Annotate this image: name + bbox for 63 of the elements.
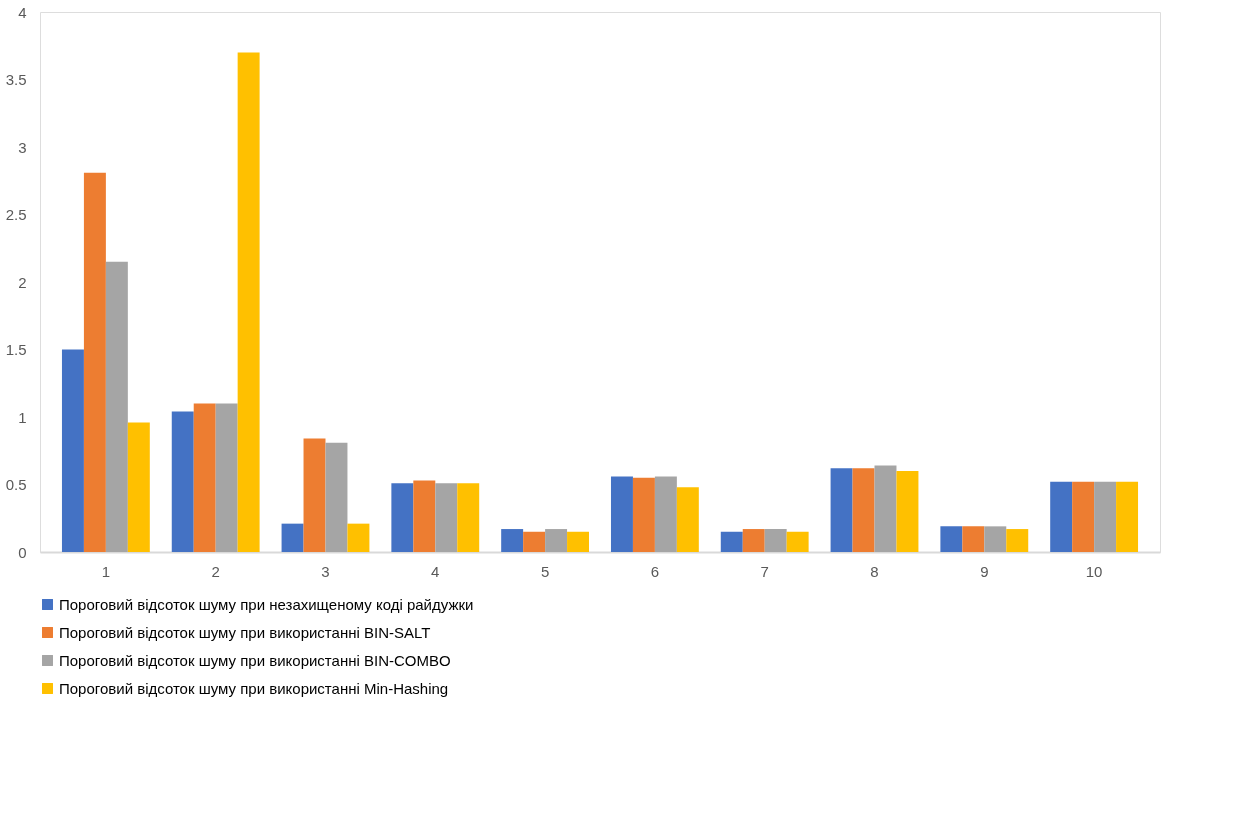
bar xyxy=(501,529,524,552)
bar xyxy=(347,523,370,552)
legend-label: Пороговий відсоток шуму при використанні Min-Hashing xyxy=(59,679,449,697)
bar xyxy=(610,476,633,552)
bar xyxy=(1072,481,1095,552)
bar xyxy=(1006,529,1029,552)
x-tick-label: 4 xyxy=(431,562,440,580)
bar xyxy=(720,531,743,552)
bar xyxy=(391,483,414,552)
y-tick-label: 2 xyxy=(18,273,27,291)
bar xyxy=(127,422,150,552)
bar xyxy=(830,468,853,552)
bar xyxy=(281,523,304,552)
bar xyxy=(764,529,787,552)
bar xyxy=(457,483,480,552)
bar xyxy=(852,468,875,552)
bar xyxy=(413,480,436,552)
y-tick-label: 0 xyxy=(18,543,27,561)
y-tick-label: 3 xyxy=(18,138,27,156)
bar xyxy=(435,483,458,552)
bar xyxy=(523,531,546,552)
bar xyxy=(171,411,194,552)
bar xyxy=(786,531,809,552)
y-tick-label: 4 xyxy=(18,3,27,21)
x-tick-label: 9 xyxy=(980,562,989,580)
legend-label: Пороговий відсоток шуму при незахищеному коді райдужки xyxy=(59,595,474,613)
bar xyxy=(1094,481,1117,552)
bar xyxy=(215,403,238,552)
bar xyxy=(940,526,963,552)
bar xyxy=(61,349,84,552)
bar xyxy=(1050,481,1073,552)
x-tick-label: 10 xyxy=(1085,562,1103,580)
x-tick-label: 6 xyxy=(650,562,660,580)
legend-label: Пороговий відсоток шуму при використанні BIN-COMBO xyxy=(59,651,451,669)
bar xyxy=(105,261,128,552)
bar xyxy=(545,529,568,552)
y-tick-label: 2.5 xyxy=(5,206,27,223)
bar xyxy=(237,52,260,552)
y-tick-label: 1.5 xyxy=(5,341,27,358)
bar xyxy=(303,438,326,552)
bar xyxy=(742,529,765,552)
y-tick-label: 3.5 xyxy=(5,71,27,88)
bar xyxy=(654,476,677,552)
bar xyxy=(632,477,655,552)
x-tick-label: 3 xyxy=(321,562,330,580)
bar xyxy=(874,465,897,552)
bar xyxy=(193,403,216,552)
legend-label: Пороговий відсоток шуму при використанні BIN-SALT xyxy=(59,623,431,641)
bar xyxy=(325,442,348,552)
bar xyxy=(676,487,699,552)
x-tick-label: 7 xyxy=(760,562,769,580)
x-tick-label: 1 xyxy=(101,562,111,580)
bar xyxy=(567,531,590,552)
x-tick-label: 2 xyxy=(211,562,220,580)
y-tick-label: 1 xyxy=(18,408,27,426)
x-tick-label: 5 xyxy=(540,562,550,580)
bar xyxy=(1116,481,1139,552)
bar xyxy=(83,172,106,552)
x-tick-label: 8 xyxy=(870,562,879,580)
bar xyxy=(962,526,985,552)
y-tick-label: 0.5 xyxy=(5,476,27,493)
bar xyxy=(896,471,919,552)
bar xyxy=(984,526,1007,552)
